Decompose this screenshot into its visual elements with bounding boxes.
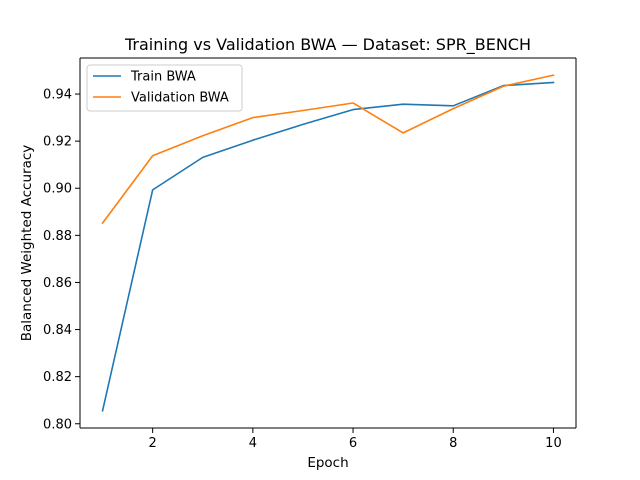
x-tick-label: 2 — [149, 436, 157, 451]
axes-frame — [79, 57, 577, 429]
y-tick-label: 0.84 — [43, 323, 72, 338]
x-tick-label: 8 — [449, 436, 457, 451]
y-axis-ticks: 0.80 0.82 0.84 0.86 0.88 0.90 0.92 0.94 — [43, 88, 80, 432]
y-tick-label: 0.88 — [43, 229, 72, 244]
x-tick-label: 4 — [249, 436, 257, 451]
x-tick-label: 6 — [349, 436, 357, 451]
y-tick-label: 0.94 — [43, 88, 72, 103]
series-line-train-bwa — [101, 81, 555, 412]
legend: Train BWA Validation BWA — [86, 64, 243, 112]
y-axis-label: Balanced Weighted Accuracy — [19, 145, 35, 342]
plot-area — [80, 58, 576, 428]
series-layer — [101, 74, 555, 412]
y-tick-label: 0.86 — [43, 276, 72, 291]
y-tick-label: 0.80 — [43, 417, 72, 432]
x-tick-label: 10 — [545, 436, 562, 451]
series-line-validation-bwa — [101, 74, 555, 225]
x-axis-label: Epoch — [307, 455, 348, 471]
legend-entry-label: Train BWA — [130, 70, 196, 85]
x-axis-ticks: 2 4 6 8 10 — [149, 428, 562, 451]
chart-title: Training vs Validation BWA — Dataset: SP… — [124, 35, 531, 55]
y-tick-label: 0.90 — [43, 182, 72, 197]
y-tick-label: 0.82 — [43, 370, 72, 385]
legend-box — [86, 64, 243, 112]
legend-entry-label: Validation BWA — [131, 91, 229, 106]
y-tick-label: 0.92 — [43, 135, 72, 150]
